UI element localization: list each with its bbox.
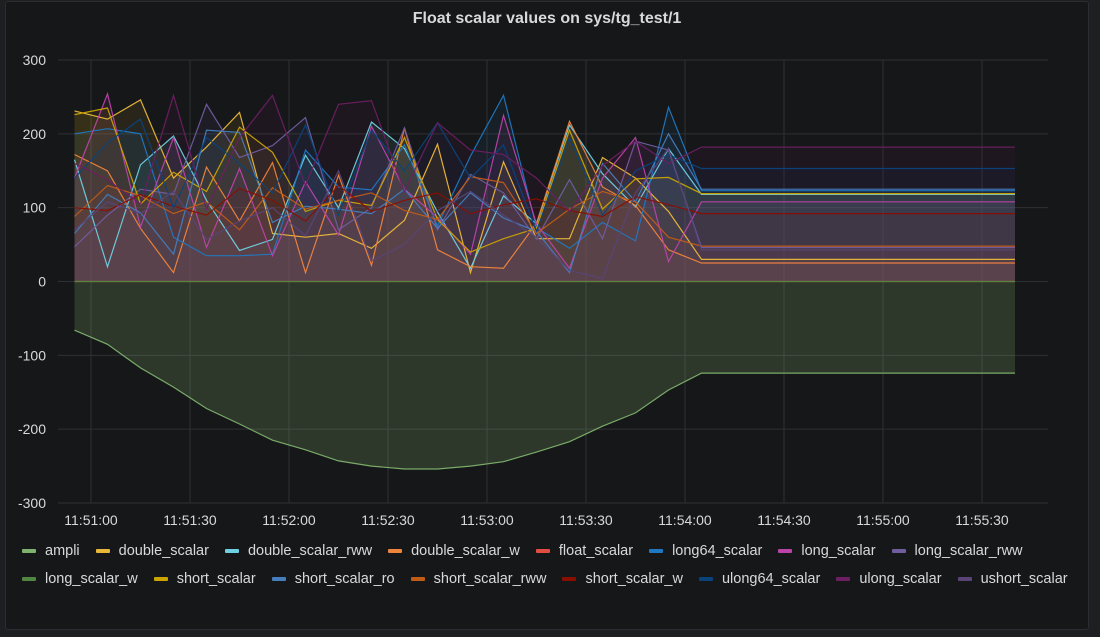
x-axis: 11:51:00 11:51:30 11:52:00 11:52:30 11:53:00… xyxy=(64,512,1009,528)
legend-label: ulong64_scalar xyxy=(721,571,821,587)
legend-item-long_scalar[interactable]: long_scalar xyxy=(778,540,876,562)
x-tick-label: 11:55:00 xyxy=(856,512,910,528)
x-tick-label: 11:54:30 xyxy=(757,512,811,528)
legend-label: long_scalar xyxy=(801,543,876,559)
y-tick-label: -300 xyxy=(18,495,46,511)
legend-swatch xyxy=(22,549,36,553)
legend-label: long_scalar_w xyxy=(45,571,138,587)
legend-label: long64_scalar xyxy=(672,543,763,559)
legend-item-double_scalar_w[interactable]: double_scalar_w xyxy=(388,540,520,562)
series-line-ampli xyxy=(74,329,1015,470)
legend-item-short_scalar_ro[interactable]: short_scalar_ro xyxy=(271,568,395,590)
legend-swatch xyxy=(698,577,713,581)
series-area-ampli xyxy=(74,281,1015,469)
legend-item-ulong_scalar[interactable]: ulong_scalar xyxy=(836,568,942,590)
legend-label: double_scalar xyxy=(118,543,209,559)
chart-legend: ampli double_scalar double_scalar_rww doubl… xyxy=(22,540,1092,590)
legend-swatch xyxy=(836,577,851,581)
y-tick-label: 300 xyxy=(23,52,47,68)
legend-label: short_scalar xyxy=(176,571,256,587)
legend-label: long_scalar_rww xyxy=(914,543,1023,559)
series-area-short_scalar_rww xyxy=(74,176,1015,282)
legend-swatch xyxy=(224,549,239,553)
legend-label: double_scalar_rww xyxy=(247,543,373,559)
legend-item-double_scalar_rww[interactable]: double_scalar_rww xyxy=(224,540,373,562)
legend-swatch xyxy=(271,577,286,581)
series-line-ulong64_scalar xyxy=(74,118,1015,234)
x-tick-label: 11:53:30 xyxy=(559,512,613,528)
y-tick-label: 0 xyxy=(38,274,46,290)
legend-item-short_scalar_w[interactable]: short_scalar_w xyxy=(562,568,683,590)
legend-swatch xyxy=(153,577,168,581)
x-tick-label: 11:52:00 xyxy=(262,512,316,528)
legend-label: float_scalar xyxy=(558,543,634,559)
legend-item-long_scalar_w[interactable]: long_scalar_w xyxy=(22,568,138,590)
legend-label: short_scalar_w xyxy=(585,571,683,587)
legend-item-ushort_scalar[interactable]: ushort_scalar xyxy=(957,568,1068,590)
series-line-long_scalar xyxy=(73,92,1015,270)
series-area-ushort_scalar xyxy=(74,148,1015,282)
series-area-ulong_scalar xyxy=(74,95,1015,282)
x-tick-label: 11:55:30 xyxy=(955,512,1009,528)
series-area-long_scalar xyxy=(74,94,1015,282)
y-axis: 300 200 100 0 -100 -200 -300 xyxy=(18,52,46,511)
legend-swatch xyxy=(957,577,972,581)
series-area-ulong64_scalar xyxy=(74,119,1015,282)
legend-label: ushort_scalar xyxy=(980,571,1068,587)
series-area-long64_scalar xyxy=(74,95,1015,282)
legend-item-ampli[interactable]: ampli xyxy=(22,540,80,562)
series-area-short_scalar xyxy=(74,108,1015,282)
series-line-ulong_scalar xyxy=(74,93,1015,213)
legend-item-short_scalar_rww[interactable]: short_scalar_rww xyxy=(410,568,547,590)
series-lines xyxy=(73,92,1015,470)
legend-swatch xyxy=(649,549,664,553)
legend-item-long64_scalar[interactable]: long64_scalar xyxy=(649,540,762,562)
x-tick-label: 11:53:00 xyxy=(460,512,514,528)
panel-title[interactable]: Float scalar values on sys/tg_test/1 xyxy=(412,10,682,27)
series-area-short_scalar_ro xyxy=(74,130,1015,282)
y-tick-label: 200 xyxy=(23,126,47,142)
series-line-long_scalar_rww xyxy=(74,102,1015,249)
graph-panel: Float scalar values on sys/tg_test/1 xyxy=(5,1,1089,630)
y-tick-label: -100 xyxy=(18,347,46,363)
x-tick-label: 11:51:30 xyxy=(163,512,217,528)
legend-swatch xyxy=(778,549,793,553)
x-tick-label: 11:52:30 xyxy=(361,512,415,528)
legend-label: short_scalar_rww xyxy=(433,571,547,587)
series-area-short_scalar_w xyxy=(74,185,1015,282)
legend-item-float_scalar[interactable]: float_scalar xyxy=(535,540,634,562)
legend-swatch xyxy=(22,577,36,581)
legend-swatch xyxy=(891,549,906,553)
legend-swatch xyxy=(562,577,577,581)
legend-label: ampli xyxy=(45,543,80,559)
legend-swatch xyxy=(410,577,425,581)
legend-item-ulong64_scalar[interactable]: ulong64_scalar xyxy=(698,568,821,590)
series-line-ushort_scalar xyxy=(74,147,1015,280)
y-tick-label: 100 xyxy=(23,200,47,216)
legend-item-double_scalar[interactable]: double_scalar xyxy=(95,540,209,562)
series-line-short_scalar_rww xyxy=(74,176,1015,247)
y-tick-label: -200 xyxy=(18,421,46,437)
x-tick-label: 11:54:00 xyxy=(658,512,712,528)
legend-label: short_scalar_ro xyxy=(294,571,395,587)
x-tick-label: 11:51:00 xyxy=(64,512,118,528)
series-line-short_scalar xyxy=(74,107,1015,253)
legend-item-short_scalar[interactable]: short_scalar xyxy=(153,568,256,590)
legend-swatch xyxy=(535,549,550,553)
legend-swatch xyxy=(95,549,110,553)
legend-label: double_scalar_w xyxy=(411,543,520,559)
legend-item-long_scalar_rww[interactable]: long_scalar_rww xyxy=(891,540,1023,562)
legend-label: ulong_scalar xyxy=(859,571,942,587)
legend-swatch xyxy=(388,549,403,553)
series-line-short_scalar_w xyxy=(74,184,1015,222)
